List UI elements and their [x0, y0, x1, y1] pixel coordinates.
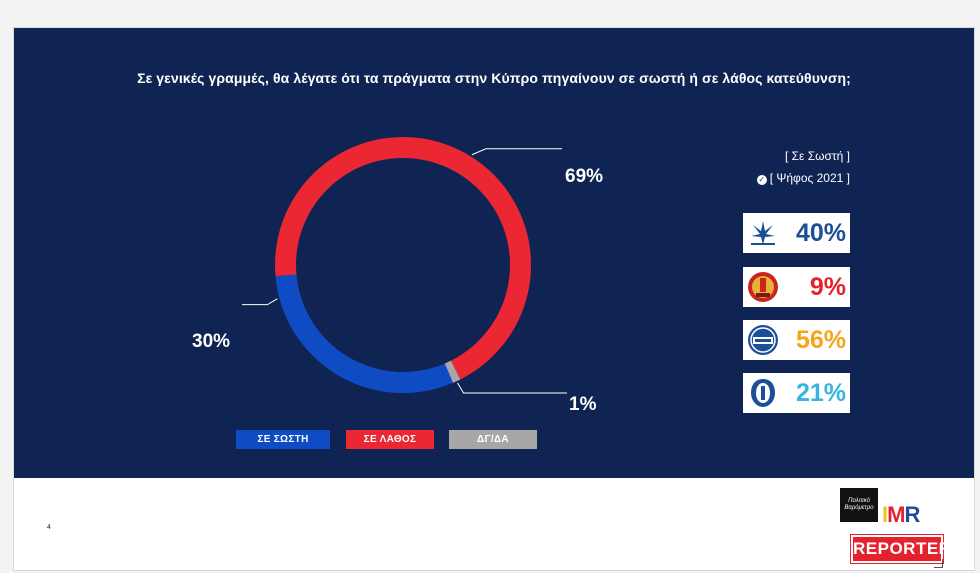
leader-line-se-lathos — [471, 148, 562, 156]
slice-dg-da — [444, 360, 461, 383]
party-row-akel: 9% — [743, 267, 850, 307]
check-icon: ✓ — [756, 175, 767, 185]
imr-letter-i: I — [882, 502, 888, 527]
party-row-diko: 56% — [743, 320, 850, 360]
sidebar-subheading: ✓[ Ψήφος 2021 ] — [756, 171, 850, 185]
donut-chart — [242, 137, 567, 394]
question-title: Σε γενικές γραμμές, θα λέγατε ότι τα πρά… — [137, 70, 851, 86]
sidebar-subheading-label: [ Ψήφος 2021 ] — [769, 171, 850, 185]
imr-letter-m: M — [887, 502, 905, 527]
legend-item-se-sosti: ΣΕ ΣΩΣΤΗ — [236, 430, 330, 449]
imr-letter-r: R — [904, 502, 920, 527]
imr-logo: IMR — [882, 502, 920, 528]
elam-logo — [751, 379, 775, 407]
party-row-disy: 40% — [743, 213, 850, 253]
party-value-elam: 21% — [795, 379, 846, 407]
legend-item-se-lathos: ΣΕ ΛΑΘΟΣ — [346, 430, 434, 449]
barometer-badge: Πολιτικό Βαρόμετρο — [840, 488, 878, 522]
reporter-logo: REPORTER — [851, 535, 951, 563]
slide: Σε γενικές γραμμές, θα λέγατε ότι τα πρά… — [13, 27, 975, 571]
party-row-elam: 21% — [743, 373, 850, 413]
brand-logo: Πολιτικό Βαρόμετρο IMR REPORTER — [840, 488, 960, 566]
slice-se-sosti — [275, 274, 454, 393]
page-number: 4 — [47, 524, 51, 531]
chart-panel: Σε γενικές γραμμές, θα λέγατε ότι τα πρά… — [14, 28, 974, 478]
party-value-akel: 9% — [809, 273, 846, 301]
diko-logo — [748, 325, 778, 355]
party-value-disy: 40% — [795, 219, 846, 247]
leader-line-se-sosti — [242, 298, 278, 306]
data-label-se-lathos: 69% — [565, 166, 604, 187]
leader-line-dg-da — [457, 382, 567, 394]
party-value-diko: 56% — [795, 326, 846, 354]
data-label-se-sosti: 30% — [192, 331, 231, 352]
sidebar-heading: [ Σε Σωστή ] — [784, 149, 850, 163]
akel-logo — [748, 272, 778, 302]
data-label-dg-da: 1% — [569, 394, 597, 415]
corner-mark — [934, 559, 943, 568]
legend-item-dg-da: ΔΓ/ΔΑ — [449, 430, 537, 449]
disy-logo — [751, 221, 775, 245]
